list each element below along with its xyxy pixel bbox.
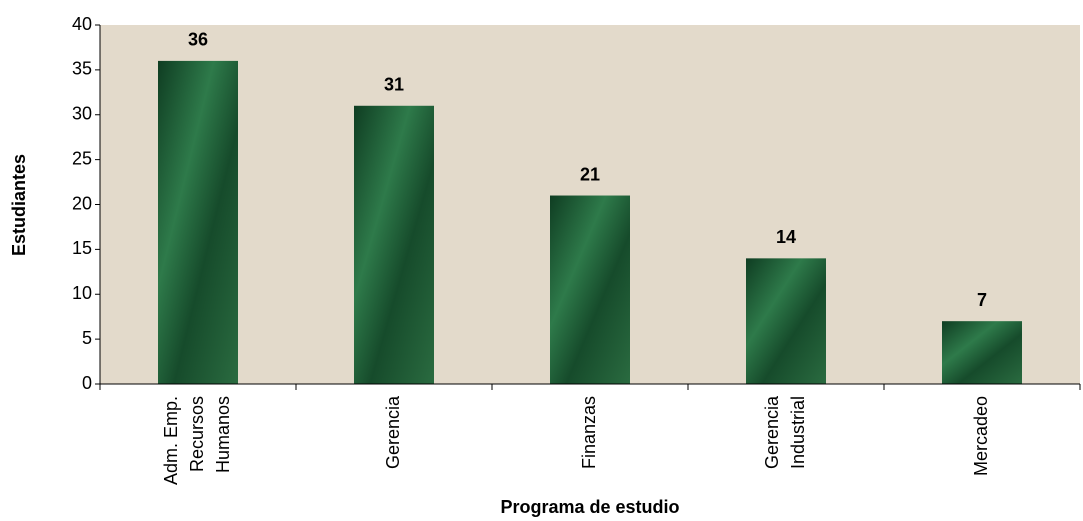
y-tick-label: 0 [82,373,92,393]
bar [158,60,238,385]
y-axis-title: Estudiantes [9,154,29,256]
value-label: 7 [977,290,987,310]
x-tick-label: Recursos [187,396,207,472]
x-tick-label: Gerencia [762,395,782,469]
y-tick-label: 40 [72,14,92,34]
bar [354,105,434,385]
y-tick-label: 25 [72,148,92,168]
x-tick-label: Humanos [213,396,233,473]
value-label: 14 [776,227,796,247]
x-tick-label: Mercadeo [971,396,991,476]
value-label: 21 [580,164,600,184]
x-tick-label: Finanzas [579,396,599,469]
value-label: 36 [188,30,208,50]
y-tick-label: 15 [72,238,92,258]
x-tick-label: Gerencia [383,395,403,469]
y-tick-label: 10 [72,283,92,303]
bar [550,195,630,384]
x-tick-label: Industrial [788,396,808,469]
x-tick-label: Adm. Emp. [161,396,181,485]
bar [746,258,826,384]
x-axis-title: Programa de estudio [500,497,679,517]
bar [942,321,1022,384]
y-tick-label: 20 [72,193,92,213]
y-tick-label: 35 [72,59,92,79]
y-tick-label: 5 [82,328,92,348]
y-tick-label: 30 [72,104,92,124]
value-label: 31 [384,75,404,95]
